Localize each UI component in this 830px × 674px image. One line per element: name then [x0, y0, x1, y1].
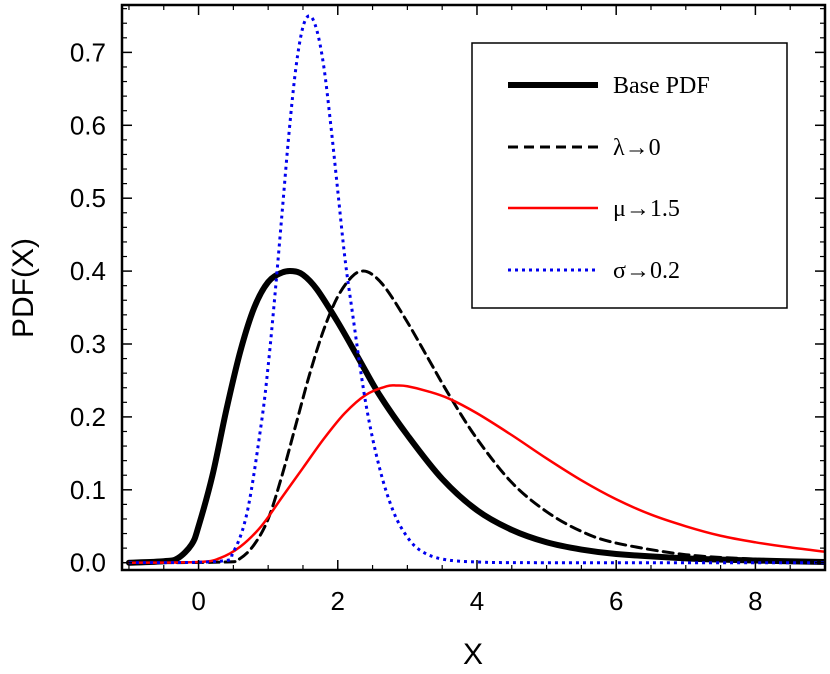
legend-label-lambda: λ→0: [613, 135, 661, 161]
y-tick-label: 0.4: [70, 256, 106, 286]
plot-frame: [120, 3, 827, 572]
y-tick-label: 0.5: [70, 183, 106, 213]
legend-label-base-pdf: Base PDF: [613, 73, 710, 99]
series-line-3: [128, 14, 825, 565]
tick-labels-layer: 0 2 4 6 8 0.0 0.1 0.2 0.3 0.4 0.5 0.6 0.7: [70, 37, 763, 616]
ticks-layer: [122, 5, 826, 570]
x-axis-title: X: [463, 638, 483, 671]
x-tick-label: 4: [470, 586, 484, 616]
x-tick-label: 8: [748, 586, 762, 616]
series-line-0: [125, 267, 825, 566]
y-tick-label: 0.0: [70, 548, 106, 578]
legend: Base PDF λ→0 μ→1.5 σ→0.2: [471, 42, 788, 309]
series-line-2: [127, 384, 825, 564]
legend-label-mu: μ→1.5: [613, 196, 680, 222]
series-line-1: [127, 269, 825, 565]
x-tick-label: 6: [609, 586, 623, 616]
x-tick-label: 2: [331, 586, 345, 616]
y-tick-label: 0.1: [70, 475, 106, 505]
x-tick-label: 0: [191, 586, 205, 616]
y-tick-label: 0.3: [70, 329, 106, 359]
y-tick-label: 0.2: [70, 402, 106, 432]
y-tick-label: 0.6: [70, 110, 106, 140]
y-tick-label: 0.7: [70, 37, 106, 67]
legend-label-sigma: σ→0.2: [613, 258, 680, 284]
y-axis-title: PDF(X): [7, 238, 40, 338]
series-layer: [125, 14, 825, 566]
